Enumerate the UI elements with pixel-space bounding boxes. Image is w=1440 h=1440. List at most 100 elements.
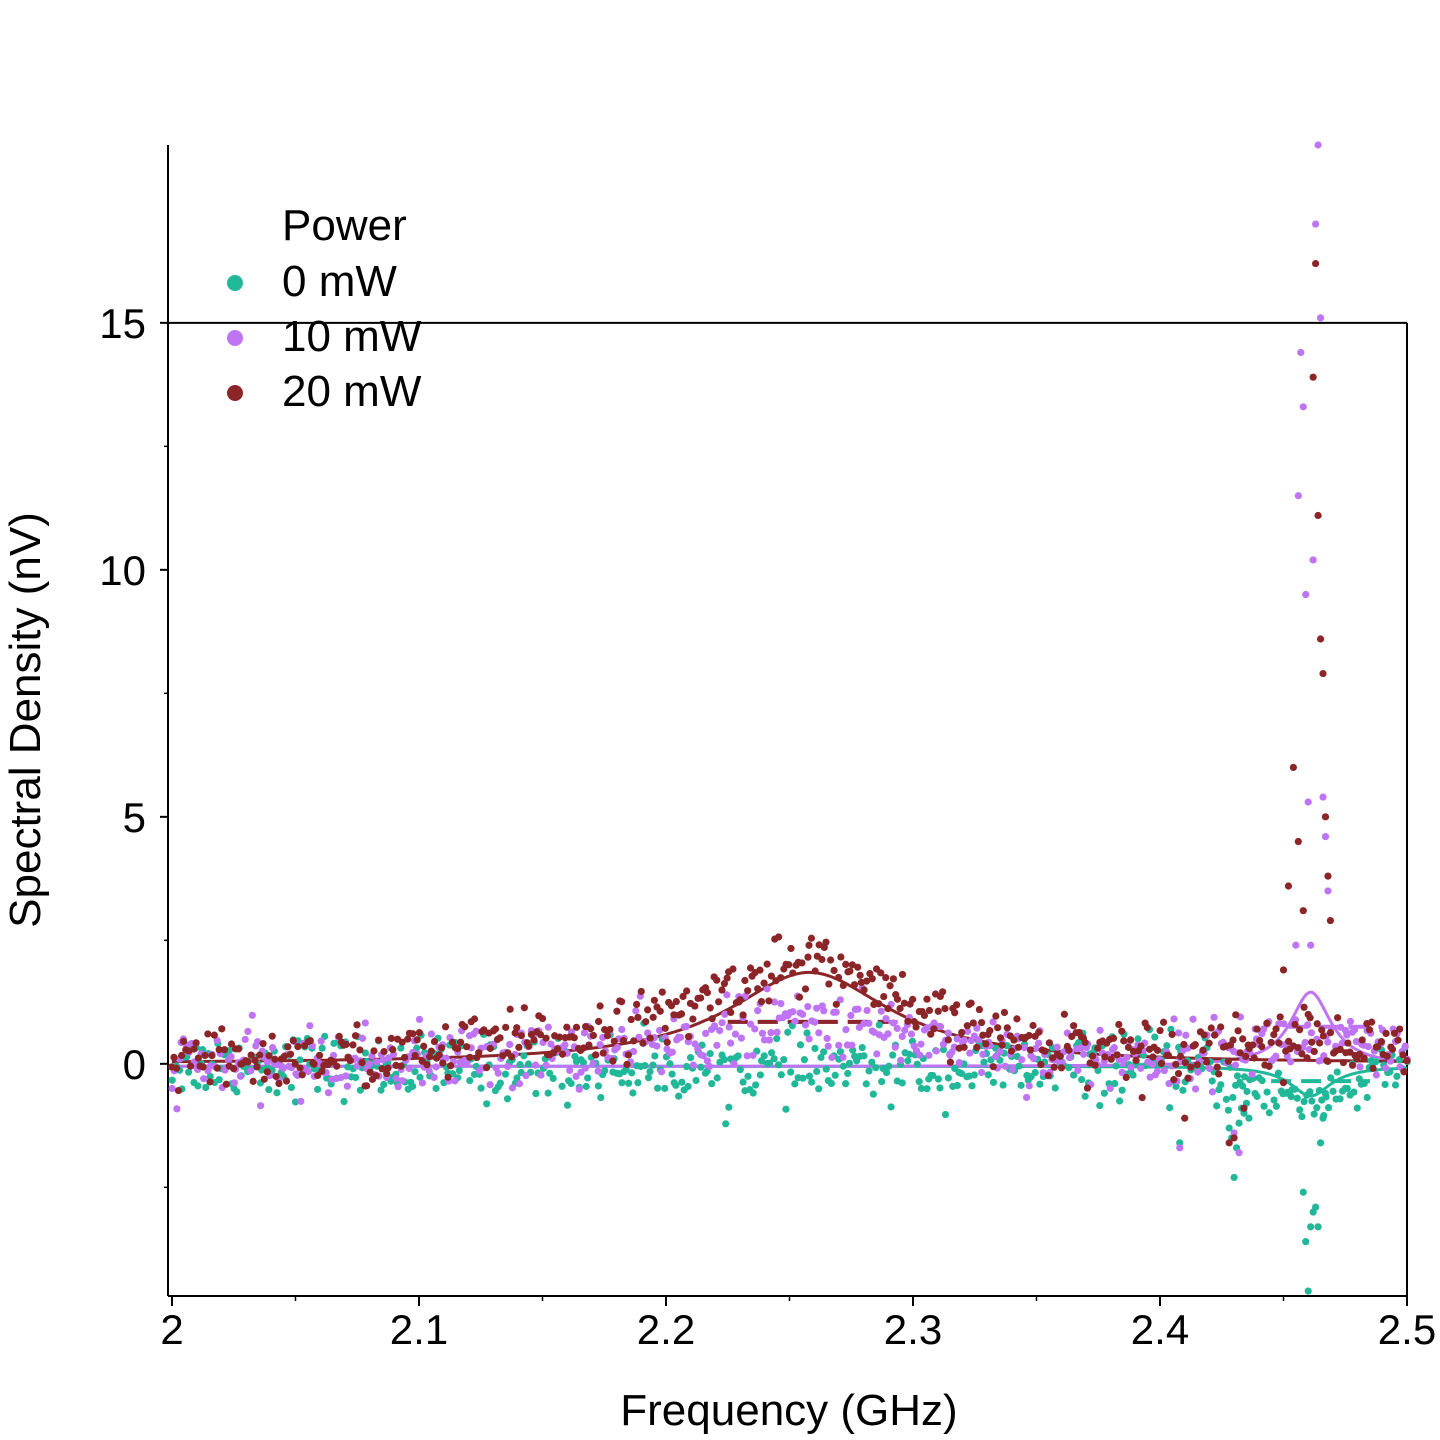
data-point [589, 1059, 597, 1067]
data-point [1236, 1049, 1244, 1057]
data-point [1213, 1102, 1221, 1110]
data-point [1242, 1052, 1250, 1061]
data-point [222, 1080, 230, 1088]
data-point [1191, 1085, 1200, 1093]
data-point [1336, 1095, 1344, 1103]
data-point [284, 1043, 292, 1051]
data-point [596, 1002, 604, 1010]
data-point [291, 1098, 300, 1106]
data-point [936, 1022, 945, 1031]
data-point [635, 1033, 643, 1041]
data-point [1137, 1064, 1145, 1072]
data-point [397, 1062, 405, 1070]
data-point [1113, 1051, 1121, 1059]
data-point [618, 1079, 626, 1087]
data-point [846, 967, 854, 975]
outlier-point [1314, 1223, 1322, 1231]
data-point [356, 1046, 364, 1054]
data-point [335, 1032, 343, 1040]
data-point [244, 1027, 252, 1036]
data-point [613, 1007, 621, 1015]
data-point [580, 1029, 589, 1037]
outlier-point [1294, 837, 1302, 846]
data-point [318, 1044, 326, 1052]
data-point [377, 1086, 385, 1094]
data-point [1101, 1053, 1109, 1061]
data-point [1318, 1026, 1326, 1034]
data-point [1211, 1031, 1219, 1039]
data-point [286, 1050, 295, 1058]
data-point [463, 1043, 471, 1051]
data-point [957, 1069, 966, 1078]
outlier-point [1225, 1124, 1233, 1132]
data-point [1291, 1085, 1299, 1093]
data-point [280, 1052, 289, 1060]
data-point [304, 1067, 312, 1076]
data-point [963, 1022, 971, 1030]
data-point [1253, 1092, 1261, 1100]
outlier-point [1289, 763, 1297, 772]
data-point [379, 1056, 387, 1064]
data-point [215, 1076, 223, 1084]
data-point [805, 941, 813, 949]
data-point [1013, 1015, 1021, 1023]
data-point [703, 1057, 712, 1065]
data-point [265, 1085, 273, 1094]
outlier-point [1235, 1119, 1243, 1127]
data-point [1037, 1060, 1045, 1069]
data-point [1100, 1089, 1108, 1097]
data-point [739, 1078, 747, 1086]
axes: 2 2.1 2.2 2.3 2.4 2.5 0 5 10 15 [99, 300, 1436, 1353]
data-point [567, 1079, 575, 1088]
data-point [944, 1029, 952, 1037]
data-point [244, 1058, 252, 1066]
data-point [737, 1034, 745, 1042]
data-point [272, 1072, 280, 1081]
data-point [795, 993, 804, 1001]
data-point [291, 1060, 299, 1068]
outlier-point [1304, 798, 1312, 806]
data-point [827, 1079, 835, 1088]
data-point [831, 1071, 839, 1079]
data-point [570, 1034, 578, 1042]
data-point [1263, 1019, 1271, 1027]
data-point [1313, 1104, 1321, 1112]
data-point [767, 972, 775, 980]
data-point [1270, 1096, 1278, 1104]
data-point [1078, 1075, 1086, 1084]
data-point [544, 1023, 552, 1031]
data-point [765, 997, 773, 1005]
x-tick-label: 2.4 [1131, 1306, 1189, 1353]
data-point [1053, 1043, 1061, 1051]
data-point [905, 1050, 914, 1058]
data-point [1036, 1080, 1044, 1088]
data-point [508, 1084, 517, 1092]
data-point [456, 1038, 465, 1046]
x-tick-label: 2.1 [390, 1306, 448, 1353]
data-point [720, 980, 729, 988]
data-point [725, 1023, 733, 1031]
data-point [1203, 1058, 1211, 1066]
data-point [230, 1065, 238, 1073]
data-point [515, 1080, 524, 1088]
data-point [787, 944, 795, 953]
data-point [172, 1064, 181, 1072]
data-point [168, 1084, 176, 1093]
data-point [168, 1076, 176, 1084]
data-point [1020, 1043, 1028, 1052]
data-point [1065, 1046, 1073, 1054]
outlier-point [1319, 793, 1327, 801]
data-point [678, 1078, 686, 1086]
data-point [944, 1074, 952, 1082]
outlier-point [1176, 1144, 1184, 1152]
data-point [901, 1026, 909, 1034]
data-point [1233, 1072, 1242, 1080]
data-point [868, 975, 876, 983]
data-point [1134, 1035, 1142, 1043]
data-point [757, 997, 766, 1006]
data-point [984, 1071, 992, 1079]
data-point [218, 1025, 226, 1033]
data-point [1124, 1043, 1133, 1051]
data-point [1025, 1031, 1033, 1040]
data-point [1265, 1062, 1273, 1070]
